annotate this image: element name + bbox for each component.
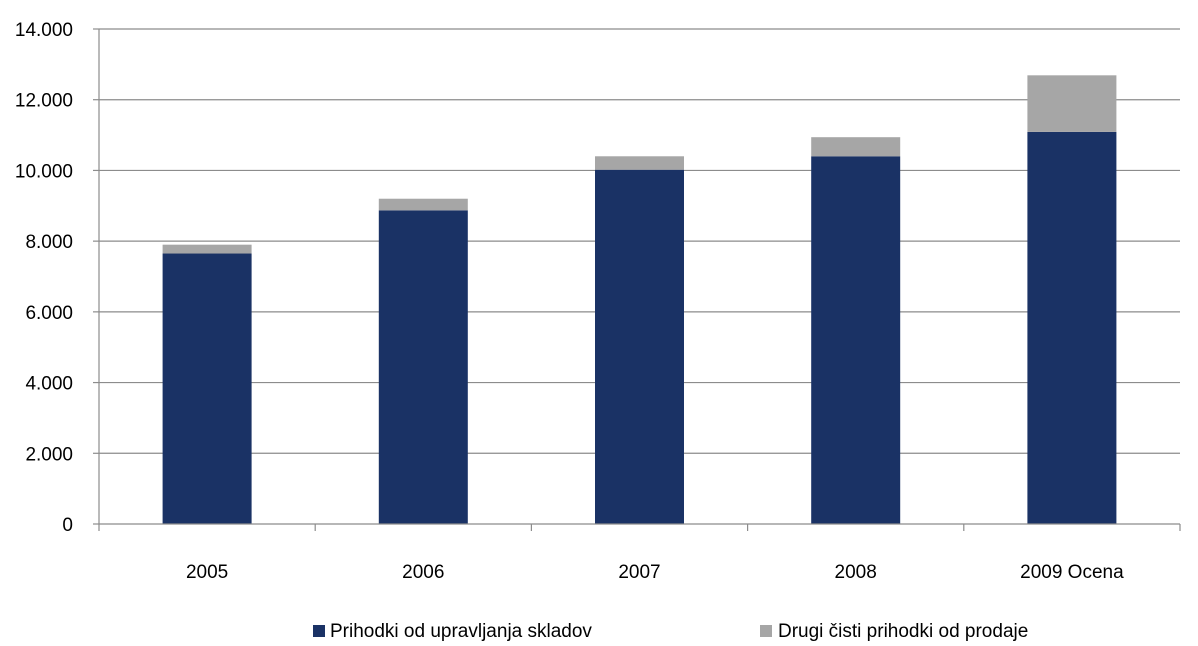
y-tick-label: 2.000 (25, 444, 73, 465)
x-tick-label: 2009 Ocena (1020, 562, 1124, 583)
bar-other-sales-3 (811, 137, 901, 157)
bar-fund-management-1 (378, 210, 468, 524)
y-tick-label: 4.000 (25, 374, 73, 395)
bar-fund-management-0 (162, 253, 252, 524)
y-tick-label: 10.000 (15, 161, 73, 182)
x-tick-label: 2008 (835, 562, 877, 583)
y-tick-label: 8.000 (25, 232, 73, 253)
bar-other-sales-2 (595, 156, 684, 170)
bar-other-sales-4 (1027, 75, 1117, 132)
legend-label-fund-management: Prihodki od upravljanja skladov (330, 621, 592, 642)
bar-other-sales-1 (378, 198, 468, 211)
legend: Prihodki od upravljanja skladov Drugi či… (313, 621, 1028, 642)
bars (162, 75, 1117, 525)
axes: 0 2.000 4.000 6.000 8.000 10.000 12.000 14.000 2… (15, 20, 1181, 583)
x-tick-label: 2006 (402, 562, 444, 583)
legend-label-other-sales: Drugi čisti prihodki od prodaje (778, 621, 1028, 642)
legend-swatch-other-sales (760, 625, 772, 637)
y-tick-label: 6.000 (25, 303, 73, 324)
y-tick-label: 12.000 (15, 91, 73, 112)
bar-fund-management-4 (1027, 131, 1117, 524)
legend-swatch-fund-management (313, 625, 325, 637)
y-tick-label: 14.000 (15, 20, 73, 41)
y-tick-label: 0 (62, 515, 73, 536)
bar-other-sales-0 (162, 244, 252, 254)
x-tick-label: 2007 (618, 562, 660, 583)
x-tick-label: 2005 (186, 562, 228, 583)
bar-fund-management-2 (595, 169, 684, 524)
bar-fund-management-3 (811, 156, 901, 525)
